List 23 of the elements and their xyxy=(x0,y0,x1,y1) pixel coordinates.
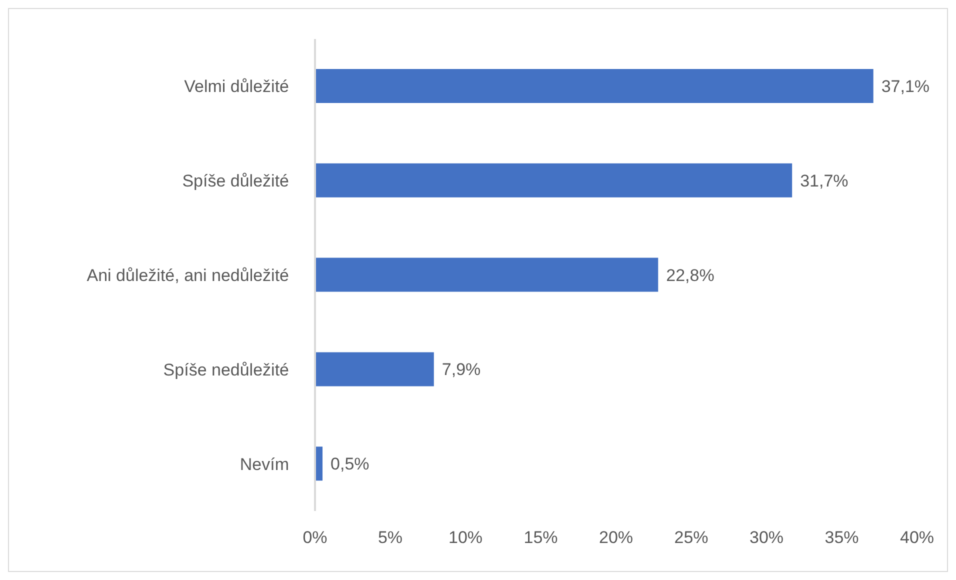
x-tick-label: 30% xyxy=(749,528,784,548)
x-tick-label: 10% xyxy=(448,528,483,548)
x-tick-label: 5% xyxy=(378,528,403,548)
x-tick-label: 0% xyxy=(302,528,328,548)
bar xyxy=(315,69,874,103)
data-label: 7,9% xyxy=(442,360,481,380)
x-tick-label: 20% xyxy=(598,528,634,548)
data-label: 37,1% xyxy=(881,77,930,96)
bar xyxy=(315,163,792,198)
data-label: 22,8% xyxy=(666,266,714,285)
data-label: 0,5% xyxy=(330,454,370,474)
x-tick-label: 25% xyxy=(674,528,708,548)
y-tick-label: Spíše nedůležité xyxy=(163,360,289,380)
data-label: 31,7% xyxy=(800,171,848,190)
x-tick-label: 40% xyxy=(900,528,934,548)
y-tick-label: Spíše důležité xyxy=(182,172,289,191)
y-tick-label: Ani důležité, ani nedůležité xyxy=(86,266,289,286)
y-tick-label: Velmi důležité xyxy=(184,77,289,96)
x-tick-label: 35% xyxy=(824,528,859,548)
bar xyxy=(315,352,434,386)
bar xyxy=(315,258,658,292)
x-tick-label: 15% xyxy=(524,528,558,548)
y-tick-label: Nevím xyxy=(240,454,289,474)
